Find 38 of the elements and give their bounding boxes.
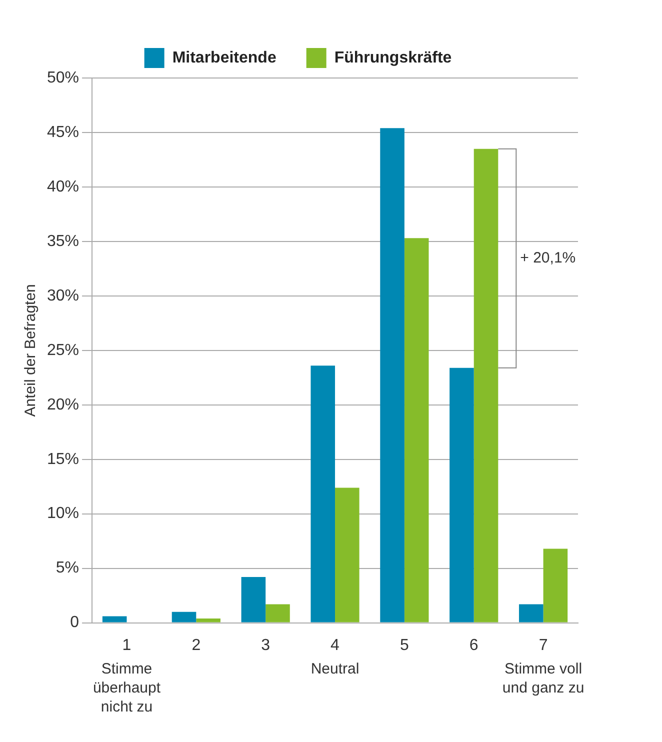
y-tick-label: 0	[70, 614, 80, 632]
bar	[518, 604, 544, 622]
text: Stimme voll und ganz zu	[502, 660, 584, 697]
legend-label: Führungskräfte	[334, 49, 452, 66]
x-tick-label: 4	[330, 636, 340, 654]
bar	[543, 548, 568, 622]
bar	[310, 366, 336, 622]
y-tick-label: 40%	[46, 178, 80, 196]
bar	[450, 368, 474, 622]
y-tick-label: 45%	[46, 124, 80, 141]
text: Neutral	[310, 660, 360, 678]
text: Stimme überhaupt nicht zu	[92, 660, 162, 716]
annotation: + 20,1%	[520, 249, 576, 266]
bar	[172, 612, 196, 622]
x-tick-label: 1	[122, 636, 132, 654]
y-tick-label: 5%	[56, 560, 80, 577]
bar	[404, 238, 429, 622]
legend-label: Mitarbeitende	[172, 49, 276, 66]
y-tick-label: 20%	[46, 396, 80, 414]
x-tick-label: 7	[538, 636, 548, 654]
y-tick-label: 15%	[46, 450, 80, 468]
bar	[380, 128, 404, 622]
y-tick-label: 50%	[46, 69, 80, 86]
y-tick-label: 30%	[46, 287, 80, 304]
bar	[196, 618, 220, 622]
bar	[335, 488, 360, 622]
bar	[102, 616, 127, 622]
x-tick-label: 5	[400, 636, 409, 654]
y-tick-label: 10%	[46, 505, 80, 522]
y-tick-label: 25%	[46, 342, 80, 359]
bar	[474, 148, 498, 622]
x-tick-label: 6	[469, 636, 478, 654]
y-axis-title: Anteil der Befragten	[22, 284, 40, 417]
bar	[266, 604, 290, 622]
x-tick-label: 2	[192, 636, 201, 654]
y-tick-label: 35%	[46, 232, 80, 250]
x-tick-label: 3	[261, 636, 270, 654]
bar	[241, 577, 266, 622]
